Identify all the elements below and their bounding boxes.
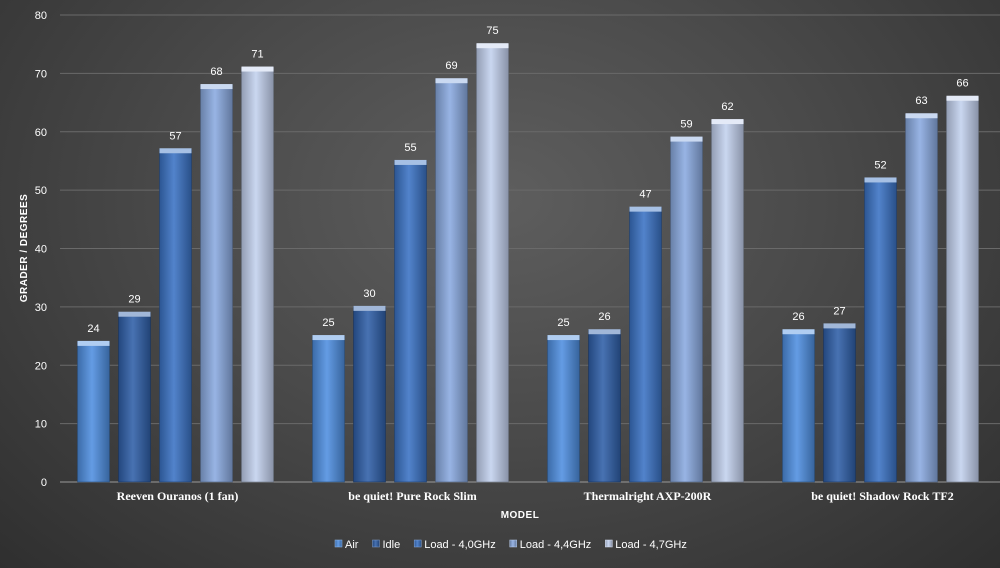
data-label: 29 xyxy=(128,294,140,306)
bar xyxy=(476,43,509,483)
legend-item: Idle xyxy=(372,539,400,551)
bar-cap xyxy=(823,323,856,329)
y-tick-label: 10 xyxy=(35,419,47,431)
bar-cap xyxy=(670,136,703,142)
bar-cap xyxy=(905,113,938,119)
data-label: 25 xyxy=(322,317,334,329)
category-label: be quiet! Shadow Rock TF2 xyxy=(811,489,953,503)
legend-label: Load - 4,0GHz xyxy=(424,539,496,551)
legend-swatch xyxy=(605,539,613,548)
bar-cap xyxy=(200,84,233,90)
bar xyxy=(435,78,468,483)
data-label: 69 xyxy=(445,60,457,72)
data-labels: 24 29 57 68 71 25 30 55 69 75 25 26 47 59 62 26 27 52 63 66 xyxy=(87,25,968,335)
data-label: 57 xyxy=(169,130,181,142)
y-axis-ticks: 0 10 20 30 40 50 60 70 80 xyxy=(35,10,47,489)
bar-cap xyxy=(77,340,110,346)
legend-item: Load - 4,0GHz xyxy=(413,539,496,551)
legend-item: Air xyxy=(334,539,359,551)
data-label: 52 xyxy=(874,159,886,171)
data-label: 27 xyxy=(833,305,845,317)
y-tick-label: 60 xyxy=(35,127,47,139)
y-tick-label: 70 xyxy=(35,68,47,80)
bar-cap xyxy=(547,335,580,341)
legend-label: Air xyxy=(345,539,359,551)
data-label: 75 xyxy=(486,25,498,37)
bar-cap xyxy=(353,305,386,311)
bar xyxy=(588,329,621,483)
category-label: Reeven Ouranos (1 fan) xyxy=(117,489,239,503)
data-label: 66 xyxy=(956,78,968,90)
legend-item: Load - 4,4GHz xyxy=(509,539,592,551)
data-label: 62 xyxy=(721,101,733,113)
data-label: 63 xyxy=(915,95,927,107)
bar-cap xyxy=(312,335,345,341)
bar-cap xyxy=(782,329,815,335)
bar xyxy=(241,67,274,483)
data-label: 25 xyxy=(557,317,569,329)
legend-swatch xyxy=(509,539,517,548)
data-label: 47 xyxy=(639,189,651,201)
bar-cap xyxy=(476,43,509,49)
bar xyxy=(629,207,662,483)
bar-cap xyxy=(394,159,427,165)
x-axis-categories: Reeven Ouranos (1 fan) be quiet! Pure Roc… xyxy=(117,489,954,503)
bar xyxy=(312,335,345,483)
bar xyxy=(946,96,979,483)
data-label: 71 xyxy=(251,49,263,61)
y-tick-label: 40 xyxy=(35,244,47,256)
y-tick-label: 50 xyxy=(35,185,47,197)
category-label: be quiet! Pure Rock Slim xyxy=(348,489,476,503)
y-tick-label: 20 xyxy=(35,360,47,372)
bar xyxy=(77,341,110,483)
bar xyxy=(711,119,744,483)
data-label: 24 xyxy=(87,323,99,335)
legend: Air Idle Load - 4,0GHz Load - 4,4GHz Load - … xyxy=(334,539,687,551)
bar-cap xyxy=(435,78,468,84)
x-axis-title: MODEL xyxy=(501,510,540,521)
y-axis-title: GRADER / DEGREES xyxy=(19,194,30,303)
data-label: 55 xyxy=(404,142,416,154)
bar-cap xyxy=(864,177,897,183)
bar xyxy=(159,148,192,483)
bar-cap xyxy=(711,119,744,125)
category-label: Thermalright AXP-200R xyxy=(584,489,712,503)
legend-swatch xyxy=(334,539,343,548)
y-tick-label: 30 xyxy=(35,302,47,314)
legend-item: Load - 4,7GHz xyxy=(605,539,687,551)
bar xyxy=(200,84,233,483)
bar xyxy=(864,178,897,483)
data-label: 30 xyxy=(363,288,375,300)
bars xyxy=(77,43,979,483)
legend-label: Load - 4,7GHz xyxy=(615,539,687,551)
legend-swatch xyxy=(372,539,380,548)
data-label: 59 xyxy=(680,119,692,131)
bar-cap xyxy=(588,329,621,335)
bar xyxy=(394,160,427,483)
legend-label: Load - 4,4GHz xyxy=(520,539,592,551)
bar xyxy=(823,324,856,483)
bar xyxy=(782,329,815,483)
data-label: 26 xyxy=(598,311,610,323)
bar-cap xyxy=(159,148,192,154)
legend-swatch xyxy=(413,539,422,548)
bar-cap xyxy=(946,95,979,101)
bar xyxy=(118,312,151,483)
data-label: 26 xyxy=(792,311,804,323)
bar-cap xyxy=(118,311,151,317)
bar-cap xyxy=(629,206,662,212)
y-tick-label: 80 xyxy=(35,10,47,22)
bar xyxy=(670,137,703,483)
bar xyxy=(353,306,386,483)
legend-label: Idle xyxy=(382,539,400,551)
data-label: 68 xyxy=(210,66,222,78)
bar-cap xyxy=(241,66,274,72)
y-tick-label: 0 xyxy=(41,477,47,489)
bar xyxy=(547,335,580,483)
bar xyxy=(905,113,938,483)
